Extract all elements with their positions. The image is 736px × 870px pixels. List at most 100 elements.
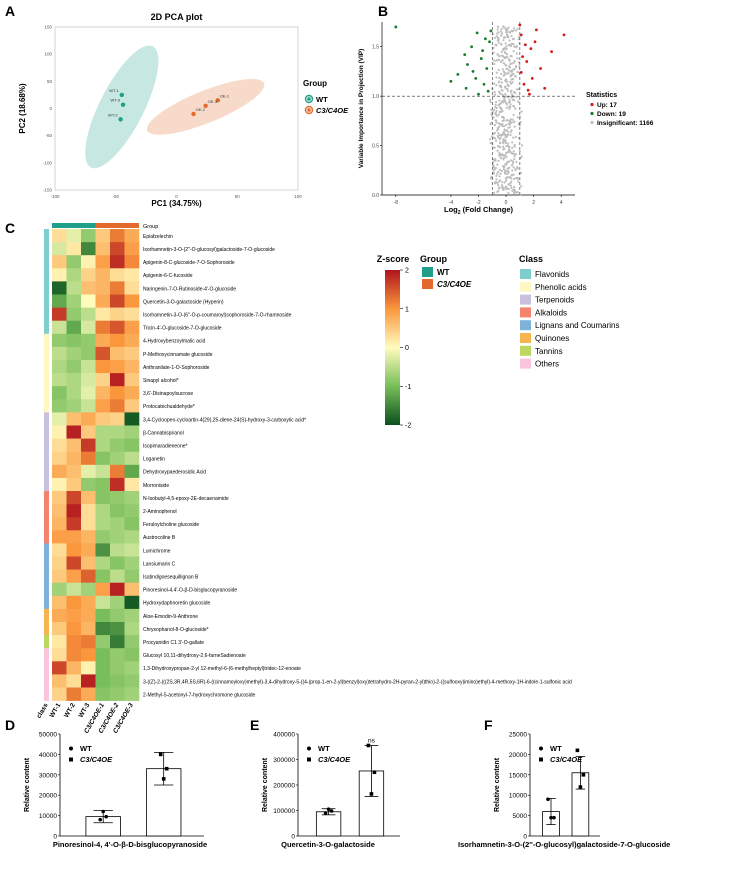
heatmap-cell (124, 346, 140, 361)
bar-legend-label: WT (80, 744, 92, 753)
volcano-point-insignificant (494, 105, 497, 109)
bar-point-wt (101, 809, 105, 814)
volcano-point-insignificant (495, 109, 498, 113)
volcano-point-insignificant (505, 163, 508, 166)
heatmap-class-cell (44, 635, 49, 649)
pca-title: 2D PCA plot (151, 12, 203, 22)
volcano-point-insignificant (512, 104, 515, 108)
heatmap-cell (52, 386, 67, 400)
bar-ytick-label: 20000 (509, 752, 527, 759)
volcano-point-insignificant (495, 121, 498, 124)
volcano-point-down (486, 89, 490, 93)
heatmap-cell (95, 608, 111, 623)
volcano-point-insignificant (493, 124, 497, 127)
heatmap-row-label: 1,3-Dihydroxypropan-2-yl 12-methyl-6-(6-… (143, 666, 301, 672)
volcano-point-insignificant (507, 105, 510, 108)
volcano-point-insignificant (499, 30, 503, 33)
heatmap-cell (124, 333, 140, 348)
volcano-point-insignificant (515, 160, 518, 164)
volcano-point-up (528, 92, 531, 96)
volcano-point-insignificant (513, 155, 516, 158)
heatmap-cell (95, 373, 111, 387)
volcano-point-insignificant (502, 61, 505, 65)
volcano-point-insignificant (493, 136, 496, 140)
volcano-point-insignificant (503, 73, 506, 77)
pca-ytick-label: 0 (49, 106, 52, 111)
pca-legend-label: WT (316, 95, 328, 104)
heatmap-row-label: 2-Methyl-5-acetonyl-7-hydroxychromone gl… (143, 692, 255, 698)
volcano-ytick-label: 1.0 (372, 94, 379, 100)
volcano-point-insignificant (498, 76, 501, 79)
volcano-point-insignificant (506, 119, 509, 122)
volcano-point-insignificant (507, 126, 510, 129)
volcano-point-insignificant (503, 133, 507, 136)
volcano-point-insignificant (507, 43, 510, 47)
volcano-point-insignificant (506, 80, 509, 83)
heatmap-cell (66, 464, 82, 479)
heatmap-cell (81, 268, 96, 282)
heatmap-row-label: Morroniside (143, 483, 169, 489)
zscore-title: Z-score (377, 254, 410, 264)
heatmap-cell (66, 491, 82, 505)
volcano-point-down (471, 70, 475, 73)
volcano-point-insignificant (514, 91, 517, 94)
volcano-point-down (479, 57, 483, 60)
volcano-point-insignificant (508, 123, 511, 126)
heatmap-cell (66, 399, 82, 413)
volcano-point-insignificant (506, 30, 509, 33)
heatmap-class-cell (44, 464, 49, 479)
heatmap-class-col-label: class (36, 702, 50, 720)
heatmap-cell (124, 582, 140, 597)
heatmap-row-label: 3,6'-Disinapoylsucrose (143, 391, 193, 397)
volcano-point-insignificant (518, 65, 521, 68)
pca-point (120, 102, 126, 107)
bar-point-oe (372, 770, 377, 775)
volcano-point-down (463, 53, 467, 57)
heatmap-cell (110, 556, 125, 570)
heatmap-row-label: Hydroxydaphnoretin glucoside (143, 601, 210, 607)
volcano-point-up (525, 60, 529, 63)
volcano-point-insignificant (510, 74, 513, 77)
volcano-point-insignificant (506, 67, 509, 70)
bar-ytick-label: 200000 (273, 783, 295, 790)
heatmap-cell (95, 255, 111, 269)
heatmap-cell (110, 281, 125, 295)
volcano-point-insignificant (500, 50, 503, 54)
bar-ytick-label: 0 (291, 834, 295, 841)
volcano-point-up (535, 28, 538, 32)
volcano-point-insignificant (494, 158, 497, 161)
volcano-point-insignificant (514, 135, 518, 139)
volcano-point-insignificant (507, 96, 510, 99)
heatmap-row-label: Lansiumarin C (143, 561, 176, 567)
volcano-point-insignificant (509, 176, 512, 179)
volcano-point-insignificant (498, 84, 501, 88)
panel-letter-c: C (5, 220, 15, 236)
heatmap-class-legend-swatch (520, 307, 531, 318)
bar-point-oe (366, 743, 371, 748)
heatmap-cell (110, 517, 125, 531)
heatmap-cell (110, 491, 125, 505)
volcano-point-insignificant (520, 155, 523, 158)
pca-frame (54, 26, 299, 191)
pca-xtick-label: 0 (175, 194, 178, 199)
heatmap-group-cell (124, 223, 139, 228)
pca-point (203, 103, 208, 108)
heatmap-cell (124, 268, 140, 282)
heatmap-row-label: Isatindigoesequillignan B (143, 575, 199, 581)
volcano-point-insignificant (511, 162, 515, 165)
heatmap-sample-label: WT-1 (49, 702, 63, 719)
heatmap-class-cell (44, 648, 49, 662)
bar-ytick-label: 15000 (509, 772, 527, 779)
heatmap-cell (81, 412, 96, 426)
volcano-point-insignificant (497, 68, 500, 72)
heatmap-class-cell (44, 530, 49, 544)
volcano-point-insignificant (517, 123, 520, 126)
volcano-point-insignificant (509, 184, 513, 187)
volcano-point-insignificant (510, 174, 513, 177)
volcano-point-insignificant (514, 65, 518, 68)
volcano-point-insignificant (513, 98, 516, 102)
volcano-point-insignificant (499, 156, 502, 159)
bar-legend-marker-wt (307, 746, 311, 751)
heatmap-cell (124, 464, 140, 479)
heatmap-class-legend-label: Alkaloids (535, 308, 567, 317)
